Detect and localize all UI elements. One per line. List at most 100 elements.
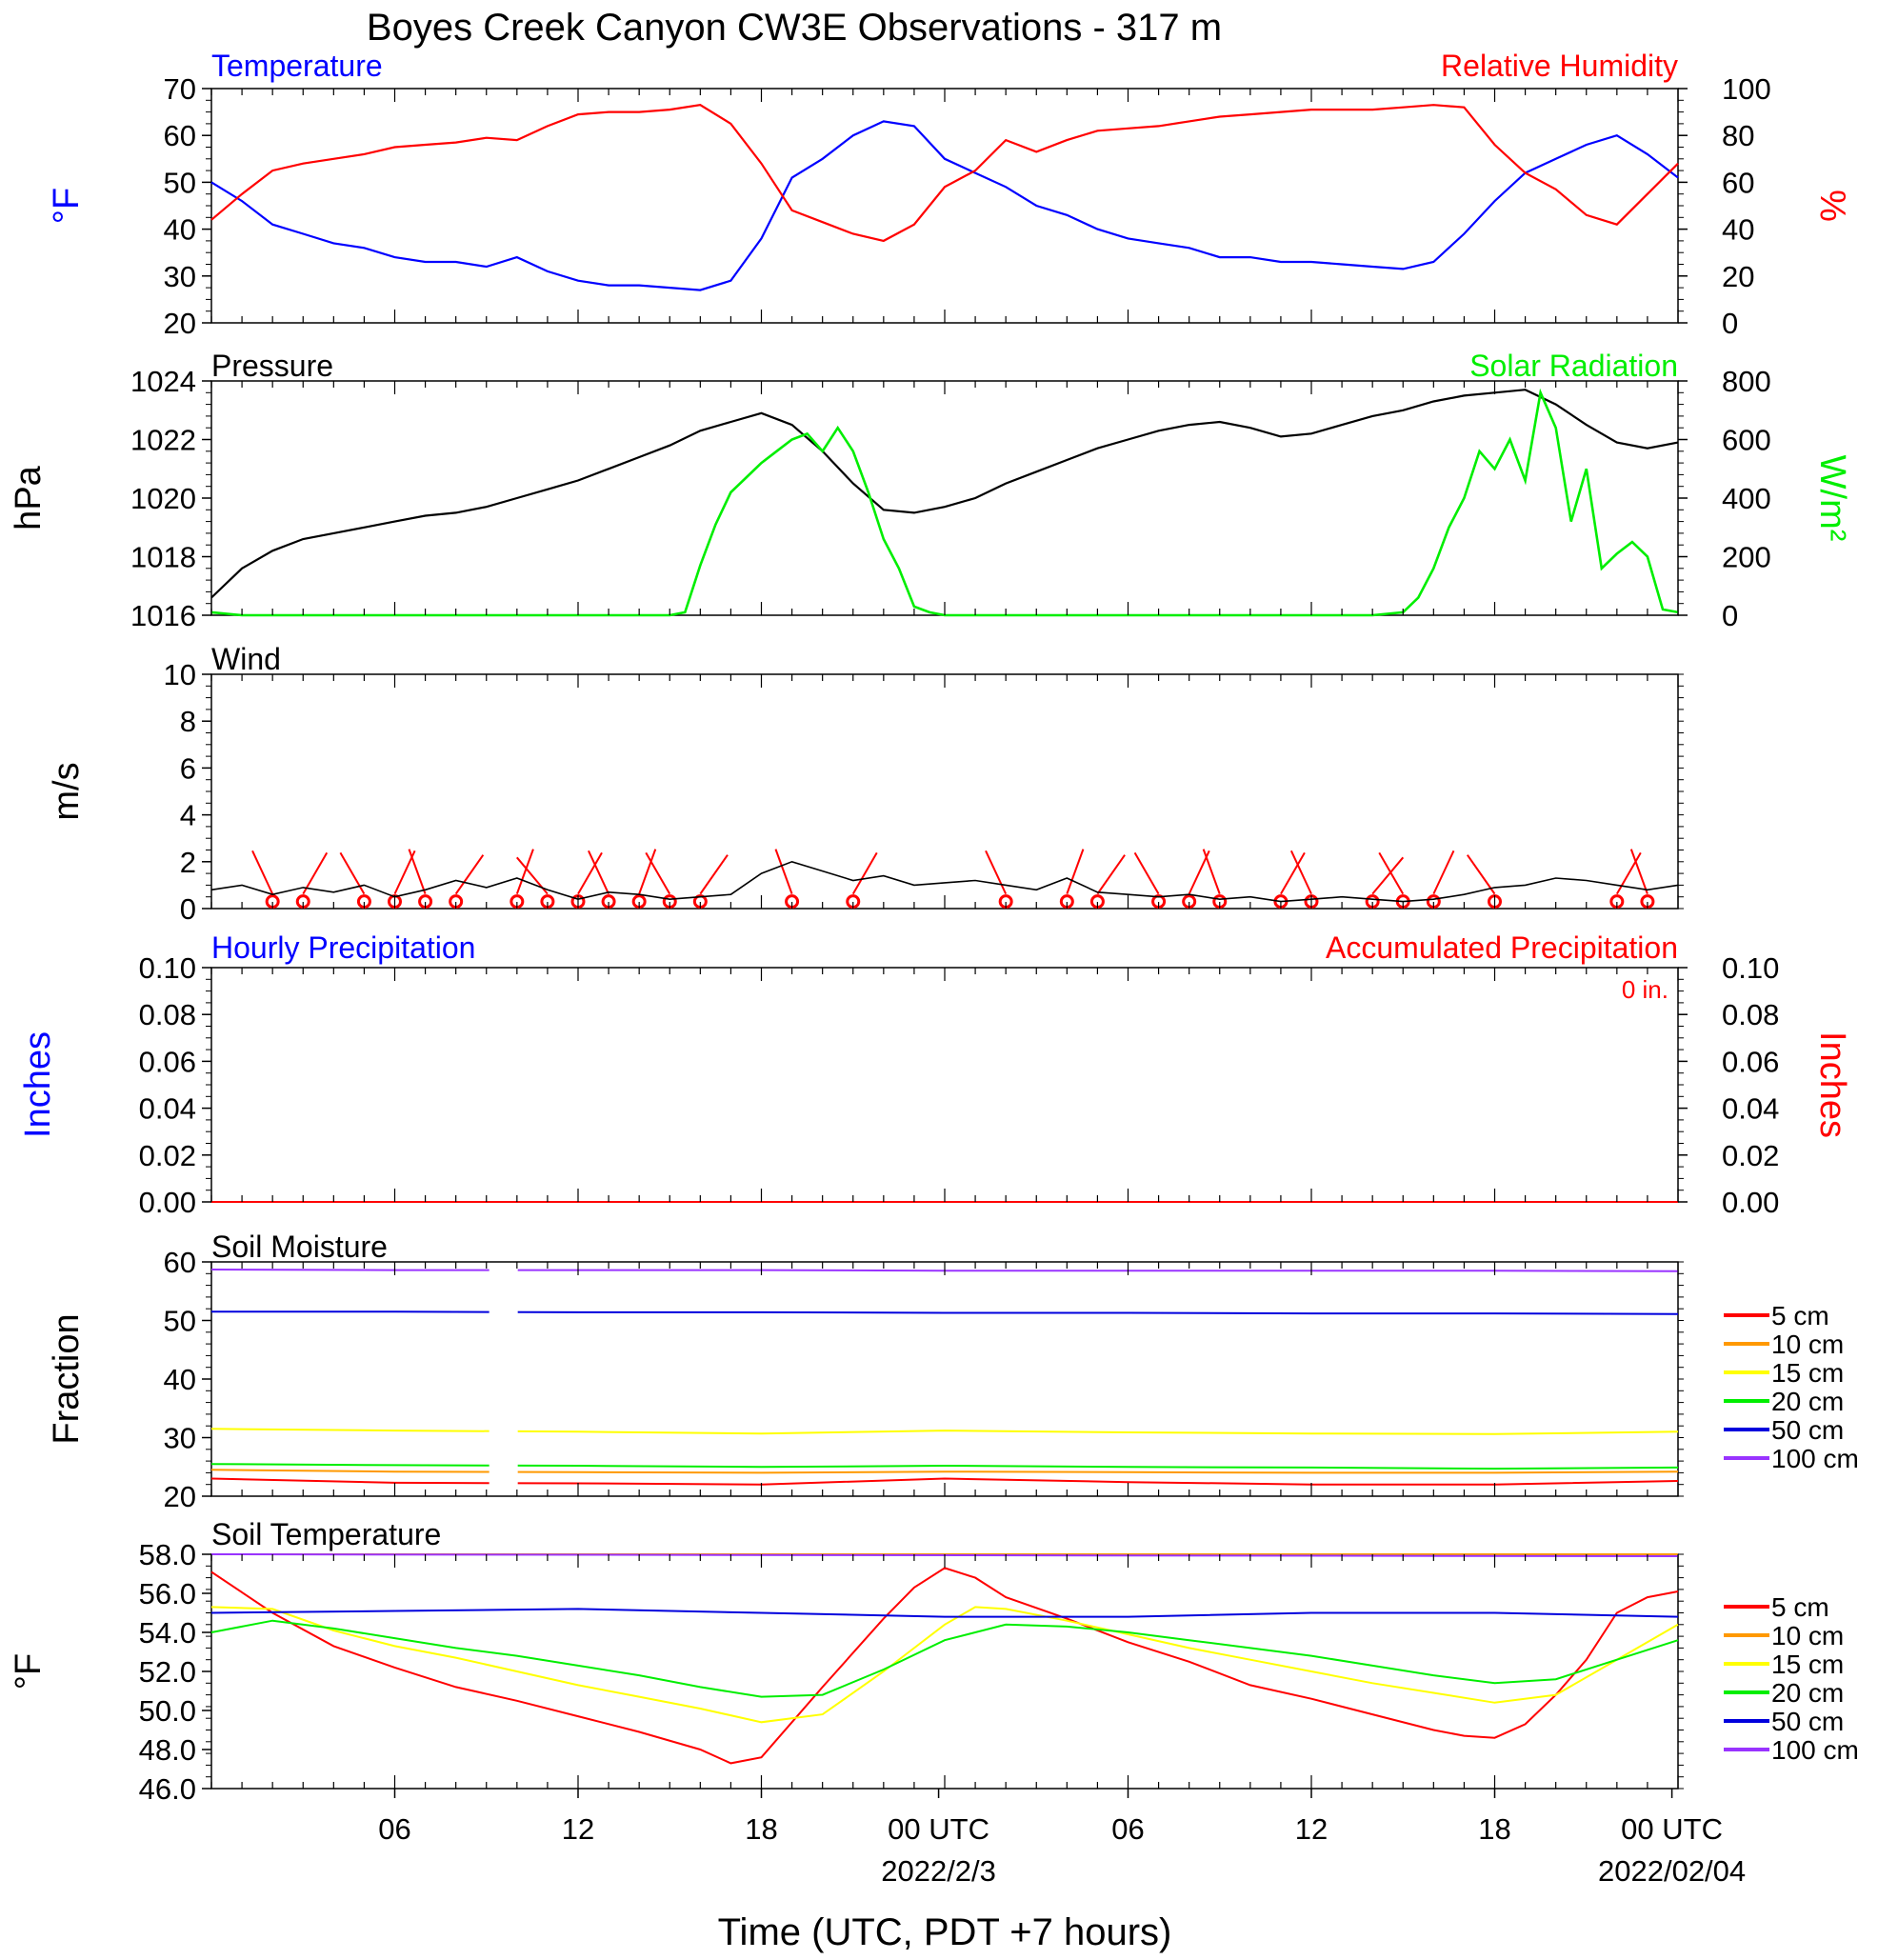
y-tick-label: 50	[164, 166, 196, 199]
y-tick-label: 0.00	[1722, 1186, 1779, 1219]
x-date-label: 2022/2/3	[881, 1854, 996, 1888]
y-tick-label: 20	[164, 307, 196, 340]
y-tick-label: 40	[1722, 213, 1754, 247]
y-tick-label: 0.08	[139, 998, 196, 1031]
hourly-precip-unit: Inches	[18, 1031, 58, 1138]
wind-title: Wind	[211, 642, 281, 676]
humidity-line	[210, 104, 1679, 243]
temperature-line	[210, 120, 1679, 291]
y-tick-label: 0	[1722, 599, 1738, 632]
y-tick-label: 0.00	[139, 1186, 196, 1219]
y-tick-label: 100	[1722, 72, 1771, 106]
temperature-unit: °F	[47, 188, 87, 224]
legend-label: 5 cm	[1771, 1592, 1829, 1622]
y-tick-label: 1016	[130, 599, 196, 632]
wind-barb-shaft	[251, 850, 274, 895]
y-tick-label: 2	[180, 846, 196, 879]
wind-barb-shaft	[774, 849, 793, 894]
wind-axis-ticks: 0 2 4 6 8 10	[164, 658, 211, 926]
x-tick-label: 06	[378, 1812, 410, 1846]
legend-label: 50 cm	[1771, 1707, 1844, 1736]
humidity-unit: %	[1812, 190, 1852, 222]
legend-label: 50 cm	[1771, 1415, 1844, 1445]
y-tick-label: 56.0	[139, 1577, 196, 1610]
y-tick-label: 8	[180, 705, 196, 738]
wind-barb-shaft	[699, 854, 729, 895]
y-tick-label: 0.10	[139, 951, 196, 985]
soil-moisture-series	[210, 1264, 1679, 1494]
y-tick-label: 4	[180, 799, 196, 832]
legend-label: 100 cm	[1771, 1735, 1859, 1765]
y-tick-label: 80	[1722, 119, 1754, 152]
y-tick-label: 50	[164, 1305, 196, 1338]
accum-precip-unit: Inches	[1812, 1031, 1852, 1138]
legend-label: 10 cm	[1771, 1330, 1844, 1359]
wind-barb-shaft	[515, 849, 534, 894]
wind-barb-shaft	[577, 851, 603, 895]
y-tick-label: 0.06	[139, 1045, 196, 1078]
chart-title: Boyes Creek Canyon CW3E Observations - 3…	[367, 7, 1222, 49]
temperature-title: Temperature	[211, 49, 383, 83]
hourly-precip-axis-ticks: 0.00 0.02 0.04 0.06 0.08 0.10	[139, 951, 211, 1219]
wind-barb-shaft	[1432, 850, 1455, 895]
x-tick-label: 00 UTC	[888, 1812, 989, 1846]
x-tick-label: 12	[562, 1812, 594, 1846]
x-tick-label: 18	[1478, 1812, 1510, 1846]
wind-barb-shaft	[588, 850, 609, 895]
y-tick-label: 70	[164, 72, 196, 106]
wind-barb-shaft	[1467, 854, 1496, 895]
wind-barb-shaft	[454, 854, 485, 895]
soil-temperature-axis-ticks: 46.0 48.0 50.0 52.0 54.0 56.0 58.0	[139, 1538, 211, 1806]
wind-barb-shaft	[408, 849, 427, 894]
panel-pressure: Pressure Solar Radiation hPa W/m² 101610…	[9, 349, 1852, 632]
soil-temperature-line-15cm	[210, 1606, 1679, 1724]
time-axis: 06 12 18 00 UTC 2022/2/3 06 12 18 00 UTC 2022/02/…	[206, 88, 1746, 1888]
pressure-line	[210, 389, 1679, 599]
wind-barb-shaft	[1371, 856, 1405, 895]
y-tick-label: 800	[1722, 365, 1771, 398]
accum-precip-total: 0 in.	[1622, 975, 1668, 1004]
legend-label: 15 cm	[1771, 1358, 1844, 1388]
y-tick-label: 600	[1722, 424, 1771, 457]
soil-moisture-unit: Fraction	[47, 1313, 87, 1444]
soil-moisture-line-5cm	[210, 1477, 1679, 1486]
soil-temperature-unit: °F	[9, 1653, 49, 1690]
panel-soil-moisture-frame	[210, 1261, 1679, 1497]
y-tick-label: 1018	[130, 541, 196, 574]
panel-soil-temperature-frame	[210, 1553, 1679, 1790]
y-tick-label: 48.0	[139, 1733, 196, 1767]
panel-soil-temperature: Soil Temperature °F 46.0 48.0 50.0 52.0 54.0…	[9, 1517, 1859, 1806]
y-tick-label: 50.0	[139, 1694, 196, 1728]
y-tick-label: 200	[1722, 541, 1771, 574]
y-tick-label: 0.04	[1722, 1092, 1779, 1126]
legend-label: 10 cm	[1771, 1621, 1844, 1650]
legend-label: 5 cm	[1771, 1301, 1829, 1330]
wind-speed-line	[210, 860, 1679, 903]
y-tick-label: 1022	[130, 424, 196, 457]
hourly-precip-title: Hourly Precipitation	[211, 930, 475, 965]
wind-barb-shaft	[851, 851, 878, 895]
x-date-label: 2022/02/04	[1598, 1854, 1746, 1888]
wind-barbs	[251, 849, 1655, 910]
wind-barb-shaft	[302, 851, 329, 895]
y-tick-label: 1024	[130, 365, 196, 398]
solar-unit: W/m²	[1812, 455, 1852, 542]
y-tick-label: 60	[164, 1246, 196, 1279]
y-tick-label: 58.0	[139, 1538, 196, 1571]
y-tick-label: 20	[1722, 260, 1754, 293]
soil-moisture-line-10cm	[210, 1469, 1679, 1474]
wind-barb-shaft	[985, 850, 1008, 895]
x-tick-label: 18	[745, 1812, 777, 1846]
humidity-axis-ticks: 0 20 40 60 80 100	[1678, 72, 1771, 340]
y-tick-label: 6	[180, 751, 196, 785]
legend-label: 100 cm	[1771, 1444, 1859, 1473]
wind-barb-shaft	[1615, 851, 1642, 895]
wind-barb-shaft	[1066, 849, 1085, 894]
wind-barb-shaft	[339, 851, 366, 895]
y-tick-label: 0.04	[139, 1092, 196, 1126]
wind-barb-shaft	[1629, 849, 1648, 894]
